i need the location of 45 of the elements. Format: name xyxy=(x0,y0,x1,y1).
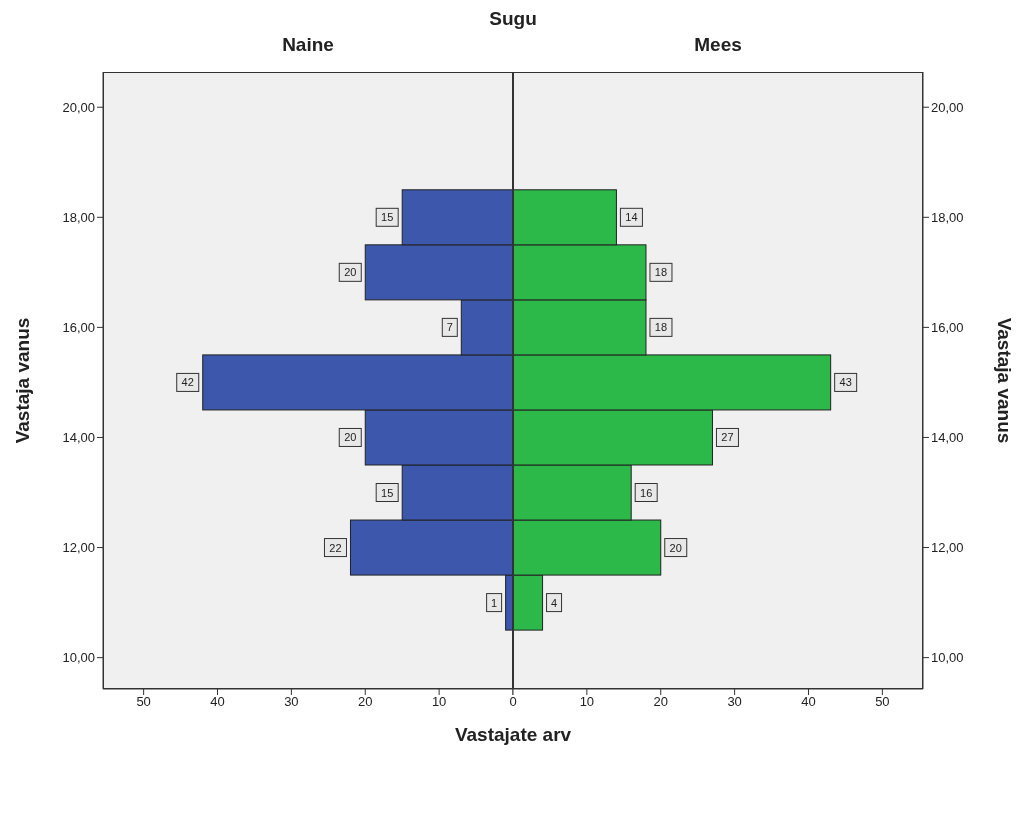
data-label: 1 xyxy=(491,596,498,609)
x-tick-label: 10 xyxy=(431,694,447,710)
data-label: 15 xyxy=(381,486,394,499)
y-axis-title: Vastaja vanus xyxy=(11,317,33,444)
x-tick-label: 40 xyxy=(801,694,816,710)
y-tick-label: 14,00 xyxy=(62,430,95,446)
data-label: 20 xyxy=(344,431,357,444)
x-tick-label: 30 xyxy=(727,694,742,710)
x-tick-label: 50 xyxy=(875,694,890,710)
x-tick-label: 20 xyxy=(653,694,668,710)
x-tick-label: 0 xyxy=(509,694,517,710)
x-tick-label: 40 xyxy=(210,694,225,710)
y-tick-label: 16,00 xyxy=(62,320,95,335)
chart-title: Mees xyxy=(693,34,743,57)
data-label: 20 xyxy=(344,266,357,279)
data-label: 22 xyxy=(329,541,342,554)
text: Sugu xyxy=(488,8,538,31)
x-tick-label: 10 xyxy=(579,694,595,710)
data-label: 18 xyxy=(654,321,668,334)
x-axis-title: Vastajate arv xyxy=(453,724,573,746)
data-label: 42 xyxy=(181,376,194,389)
data-label: 18 xyxy=(654,266,668,279)
y-tick-label: 18,00 xyxy=(62,209,95,225)
y-axis-title: Vastaja vanus xyxy=(993,317,1015,444)
data-label: 16 xyxy=(640,486,653,499)
data-label: 7 xyxy=(446,321,453,334)
x-tick-label: 20 xyxy=(358,694,373,710)
y-tick-label: 12,00 xyxy=(62,540,95,556)
x-tick-label: 30 xyxy=(284,694,299,710)
data-label: 20 xyxy=(669,541,682,554)
y-tick-label: 18,00 xyxy=(931,209,964,225)
y-tick-label: 20,00 xyxy=(62,99,95,115)
data-label: 14 xyxy=(625,211,638,224)
chart-title: Naine xyxy=(281,34,335,57)
data-label: 27 xyxy=(721,431,734,444)
y-tick-label: 16,00 xyxy=(931,320,964,335)
y-tick-label: 14,00 xyxy=(931,430,964,446)
y-tick-label: 10,00 xyxy=(931,650,964,666)
y-tick-label: 12,00 xyxy=(931,540,964,556)
data-label: 43 xyxy=(839,376,852,389)
x-tick-label: 50 xyxy=(136,694,151,710)
data-label: 15 xyxy=(381,211,394,224)
y-tick-label: 10,00 xyxy=(62,650,95,666)
y-tick-label: 20,00 xyxy=(931,99,964,115)
data-label: 4 xyxy=(550,596,558,609)
